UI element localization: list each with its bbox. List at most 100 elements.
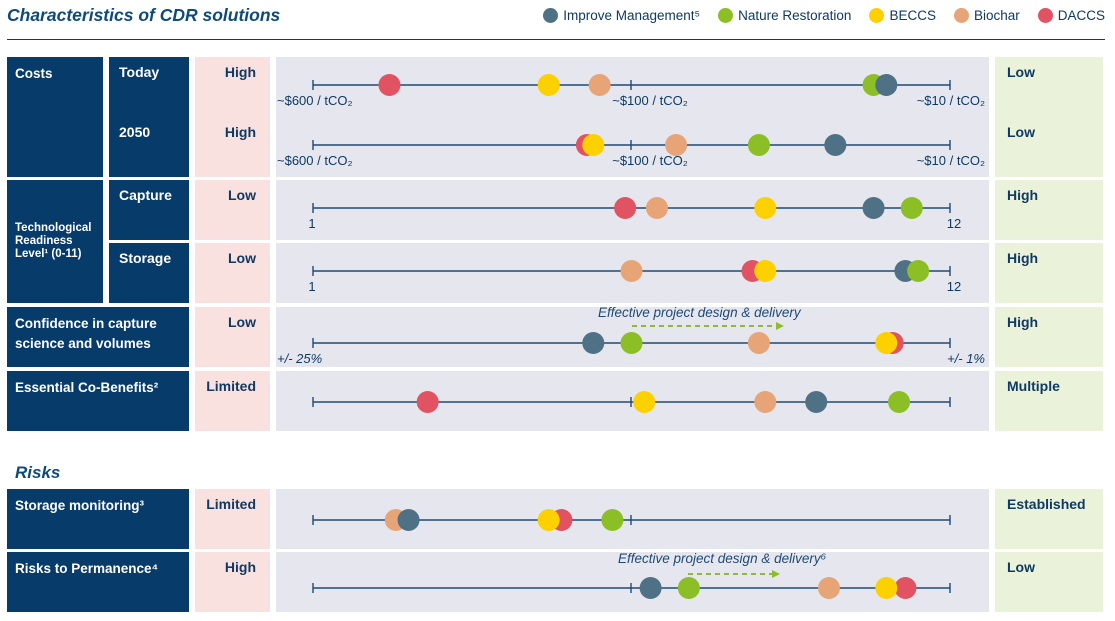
legend-label-im: Improve Management⁵ xyxy=(563,8,701,23)
point-biochar xyxy=(588,74,611,96)
high-end-label: Low xyxy=(995,552,1103,612)
legend-swatch-im xyxy=(543,8,559,23)
legend-item-biochar: Biochar xyxy=(953,8,1020,23)
low-end-label: Limited xyxy=(195,489,270,549)
category-label: Storage monitoring³ xyxy=(7,489,189,549)
high-end-label: Low xyxy=(995,117,1103,177)
low-end-label: Limited xyxy=(195,371,270,431)
legend-item-beccs: BECCS xyxy=(869,8,936,23)
point-beccs xyxy=(875,577,898,599)
low-end-label: High xyxy=(195,57,270,117)
legend-swatch-beccs xyxy=(869,8,885,23)
sub-category-label: Storage xyxy=(109,243,189,303)
point-beccs xyxy=(754,260,777,282)
category-text: Confidence in capture science and volume… xyxy=(15,316,157,351)
tick-label: +/- 1% xyxy=(947,351,985,366)
low-end-label: High xyxy=(195,117,270,177)
point-biochar xyxy=(817,577,840,599)
point-im xyxy=(397,509,420,531)
tick-label: ~$10 / tCO₂ xyxy=(917,93,985,108)
point-nr xyxy=(900,197,923,219)
axis-plot-trl_capture: 1 12 xyxy=(308,197,961,231)
point-beccs xyxy=(875,332,898,354)
legend-label-nr: Nature Restoration xyxy=(738,8,852,23)
axis-plot-cost_today: ~$600 / tCO₂ ~$100 / tCO₂ ~$10 / tCO₂ xyxy=(277,74,985,108)
tick-label: ~$600 / tCO₂ xyxy=(277,153,353,168)
annotation-label: Effective project design & delivery xyxy=(598,307,802,320)
point-nr xyxy=(888,391,911,413)
tick-label: 1 xyxy=(308,279,315,294)
annotation-label: Effective project design & delivery⁶ xyxy=(618,552,827,566)
tick-label: +/- 25% xyxy=(277,351,322,366)
point-beccs xyxy=(754,197,777,219)
point-beccs xyxy=(537,74,560,96)
title-divider xyxy=(7,39,1105,40)
tick-label: 12 xyxy=(947,279,961,294)
sub-category-label: Capture xyxy=(109,180,189,240)
risks-heading: Risks xyxy=(15,463,61,482)
category-label: Risks to Permanence⁴ xyxy=(7,552,189,612)
point-im xyxy=(805,391,828,413)
axis-track-permanence: Effective project design & delivery⁶ xyxy=(276,552,989,612)
tick-label: 1 xyxy=(308,216,315,231)
point-im xyxy=(862,197,885,219)
high-end-label: High xyxy=(995,180,1103,240)
axis-track-confidence: +/- 25% +/- 1% Effective project design & … xyxy=(276,307,989,367)
sub-category-label: Today xyxy=(109,57,189,117)
point-biochar xyxy=(665,134,688,156)
axis-track-cost_2050: ~$600 / tCO₂ ~$100 / tCO₂ ~$10 / tCO₂ xyxy=(276,117,989,177)
axis-plot-cost_2050: ~$600 / tCO₂ ~$100 / tCO₂ ~$10 / tCO₂ xyxy=(277,134,985,168)
axis-track-monitoring xyxy=(276,489,989,549)
high-end-label: High xyxy=(995,243,1103,303)
point-daccs xyxy=(378,74,401,96)
point-nr xyxy=(677,577,700,599)
point-biochar xyxy=(754,391,777,413)
legend: Improve Management⁵ Nature Restoration BEC… xyxy=(525,8,1105,23)
axis-plot-cobenefits xyxy=(312,391,951,413)
axis-plot-monitoring xyxy=(312,509,951,531)
category-label: Essential Co-Benefits² xyxy=(7,371,189,431)
category-text: Costs xyxy=(15,66,53,81)
annotation-arrow-head xyxy=(776,322,784,330)
tick-label: 12 xyxy=(947,216,961,231)
point-nr xyxy=(601,509,624,531)
point-im xyxy=(639,577,662,599)
legend-label-daccs: DACCS xyxy=(1057,8,1105,23)
chart-title: Characteristics of CDR solutions xyxy=(7,5,281,25)
point-biochar xyxy=(620,260,643,282)
category-label: Confidence in capture science and volume… xyxy=(7,307,189,367)
category-text: Essential Co-Benefits² xyxy=(15,380,159,395)
point-im xyxy=(875,74,898,96)
low-end-label: Low xyxy=(195,243,270,303)
point-beccs xyxy=(582,134,605,156)
axis-track-cost_today: ~$600 / tCO₂ ~$100 / tCO₂ ~$10 / tCO₂ xyxy=(276,57,989,117)
tick-label: ~$100 / tCO₂ xyxy=(612,93,688,108)
legend-item-daccs: DACCS xyxy=(1037,8,1105,23)
axis-plot-confidence: +/- 25% +/- 1% Effective project design & … xyxy=(277,307,985,366)
category-label: Technological Readiness Level¹ (0-11) xyxy=(7,180,103,303)
point-daccs xyxy=(416,391,439,413)
low-end-label: High xyxy=(195,552,270,612)
point-daccs xyxy=(894,577,917,599)
point-biochar xyxy=(747,332,770,354)
point-im xyxy=(582,332,605,354)
category-text: Risks to Permanence⁴ xyxy=(15,561,159,576)
legend-item-nr: Nature Restoration xyxy=(718,8,851,23)
point-im xyxy=(824,134,847,156)
high-end-label: Established xyxy=(995,489,1103,549)
low-end-label: Low xyxy=(195,307,270,367)
point-nr xyxy=(747,134,770,156)
tick-label: ~$600 / tCO₂ xyxy=(277,93,353,108)
point-nr xyxy=(620,332,643,354)
axis-track-cobenefits xyxy=(276,371,989,431)
point-beccs xyxy=(633,391,656,413)
legend-swatch-daccs xyxy=(1037,8,1053,23)
legend-label-biochar: Biochar xyxy=(973,8,1020,23)
axis-track-trl_storage: 1 12 xyxy=(276,243,989,303)
legend-swatch-nr xyxy=(718,8,734,23)
point-daccs xyxy=(614,197,637,219)
axis-plot-trl_storage: 1 12 xyxy=(308,260,961,294)
point-nr xyxy=(907,260,930,282)
legend-label-beccs: BECCS xyxy=(889,8,936,23)
category-text: Storage monitoring³ xyxy=(15,498,144,513)
